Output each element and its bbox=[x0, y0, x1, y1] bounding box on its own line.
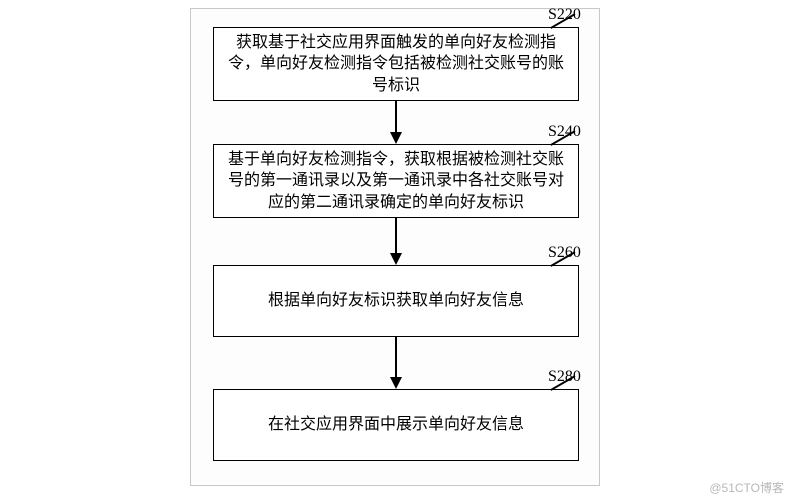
flow-step-text: 根据单向好友标识获取单向好友信息 bbox=[268, 290, 524, 312]
flow-step-s220: 获取基于社交应用界面触发的单向好友检测指令，单向好友检测指令包括被检测社交账号的… bbox=[213, 27, 579, 101]
flow-step-s280: 在社交应用界面中展示单向好友信息 bbox=[213, 389, 579, 461]
flow-step-s260: 根据单向好友标识获取单向好友信息 bbox=[213, 265, 579, 337]
watermark-text: @51CTO博客 bbox=[709, 479, 784, 496]
flow-arrow bbox=[395, 101, 397, 133]
diagram-frame: 获取基于社交应用界面触发的单向好友检测指令，单向好友检测指令包括被检测社交账号的… bbox=[190, 8, 600, 486]
flow-step-text: 基于单向好友检测指令，获取根据被检测社交账号的第一通讯录以及第一通讯录中各社交账… bbox=[224, 149, 568, 214]
step-label-s280: S280 bbox=[548, 368, 581, 386]
flow-arrow-head bbox=[390, 377, 402, 389]
flow-arrow-head bbox=[390, 132, 402, 144]
flow-step-text: 在社交应用界面中展示单向好友信息 bbox=[268, 414, 524, 436]
flow-step-text: 获取基于社交应用界面触发的单向好友检测指令，单向好友检测指令包括被检测社交账号的… bbox=[224, 32, 568, 97]
step-label-s260: S260 bbox=[548, 244, 581, 262]
flow-arrow bbox=[395, 218, 397, 254]
flow-step-s240: 基于单向好友检测指令，获取根据被检测社交账号的第一通讯录以及第一通讯录中各社交账… bbox=[213, 144, 579, 218]
flow-arrow-head bbox=[390, 253, 402, 265]
step-label-s220: S220 bbox=[548, 6, 581, 24]
step-label-s240: S240 bbox=[548, 123, 581, 141]
flow-arrow bbox=[395, 337, 397, 377]
